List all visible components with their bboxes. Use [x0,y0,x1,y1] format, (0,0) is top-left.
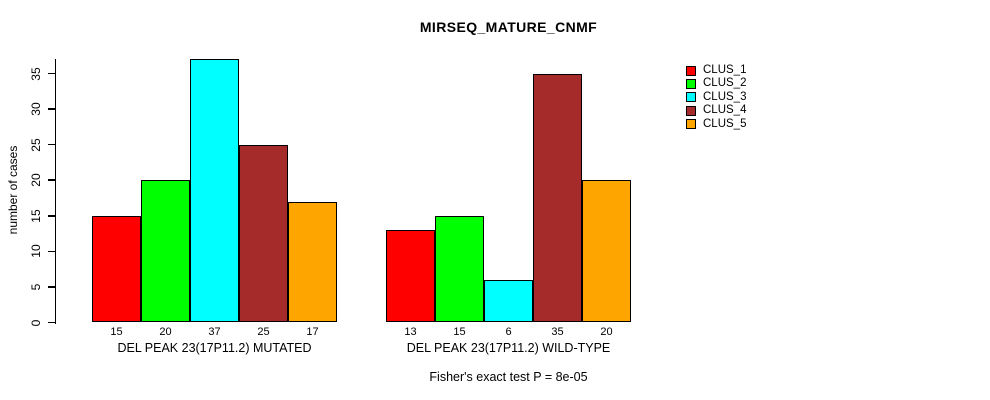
bar-clus_2 [141,180,190,323]
y-axis-label: number of cases [6,145,20,235]
bar-value-label: 37 [208,326,221,338]
y-axis-tick [47,108,55,110]
bar-value-label: 20 [159,326,172,338]
y-axis-tick-label: 15 [29,209,43,223]
bar-value-label: 6 [505,326,512,338]
y-axis-tick [47,321,55,324]
bar-clus_2 [435,215,484,323]
y-axis-line [54,59,56,324]
bar-value-label: 17 [306,326,319,338]
legend-label: CLUS_4 [703,104,747,117]
y-axis-tick-label: 20 [29,173,43,187]
legend-label: CLUS_1 [703,64,747,76]
y-axis-tick [47,286,55,288]
legend-label: CLUS_2 [703,77,747,90]
legend-item-clus_4: CLUS_4 [686,104,747,117]
bar-value-label: 20 [600,326,613,338]
bar-value-label: 25 [257,326,270,338]
legend-label: CLUS_5 [703,117,747,130]
y-axis-tick [47,143,55,146]
bar-value-label: 35 [551,326,564,338]
legend-swatch [686,105,696,116]
group-label-mutated: DEL PEAK 23(17P11.2) MUTATED [117,341,312,355]
legend-item-clus_5: CLUS_5 [686,117,747,130]
bar-clus_1 [92,215,141,323]
legend-item-clus_2: CLUS_2 [686,78,746,89]
footnote: Fisher's exact test P = 8e-05 [429,370,588,384]
legend: CLUS_1 CLUS_2 CLUS_3 CLUS_4 CLUS_5 [686,64,747,132]
y-axis-tick [47,250,55,253]
y-axis-tick-label: 10 [29,244,43,259]
legend-swatch [686,65,696,76]
y-axis-tick [47,179,55,181]
chart-title: MIRSEQ_MATURE_CNMF [419,19,598,35]
y-axis-tick-label: 25 [29,137,43,152]
bar-clus_5 [288,201,337,323]
y-axis-tick [47,215,55,217]
bar-clus_4 [239,144,288,323]
legend-label: CLUS_3 [703,90,747,103]
bar-value-label: 15 [453,326,466,338]
y-axis-tick-label: 35 [29,66,43,81]
legend-item-clus_3: CLUS_3 [686,90,747,103]
bar-clus_5 [582,180,631,323]
bar-clus_3 [484,279,533,323]
legend-item-clus_1: CLUS_1 [686,64,747,76]
bar-clus_4 [533,73,582,323]
bar-clus_1 [386,230,435,323]
bar-clus_3 [190,59,239,323]
group-label-wild-type: DEL PEAK 23(17P11.2) WILD-TYPE [406,341,611,355]
legend-swatch [686,119,696,130]
legend-swatch [686,78,696,89]
legend-swatch [686,92,696,103]
y-axis-tick [47,72,55,75]
bar-value-label: 13 [404,326,417,338]
y-axis-tick-label: 5 [29,283,43,291]
y-axis-tick-label: 30 [29,102,43,116]
y-axis-tick-label: 0 [29,319,43,326]
bar-value-label: 15 [110,326,123,338]
